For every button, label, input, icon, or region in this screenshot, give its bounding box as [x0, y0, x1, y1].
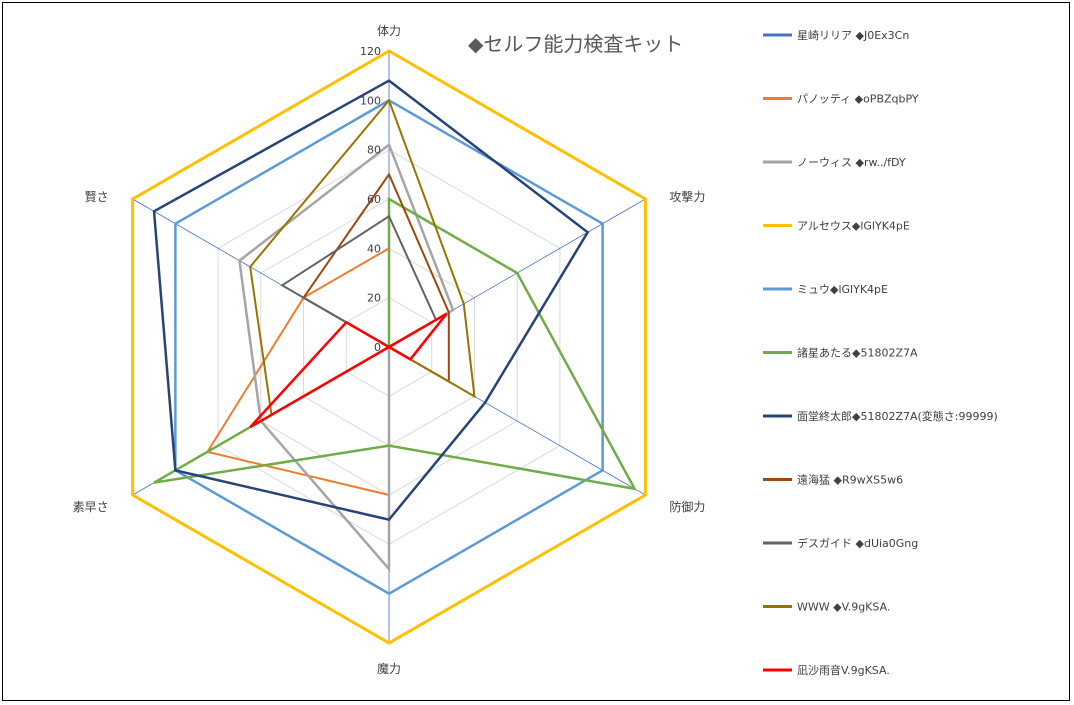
legend-entry: アルセウス◆lGlYK4pE: [797, 220, 910, 233]
tick-label: 120: [360, 45, 381, 58]
legend-entry: デスガイド ◆dUia0Gng: [797, 536, 918, 550]
legend-entry: ノーウィス ◆rw../fDY: [797, 156, 906, 169]
series-line: [174, 98, 604, 596]
series-line: [152, 79, 590, 522]
radar-series: [131, 49, 647, 645]
legend-entry: 遠海猛 ◆R9wXS5w6: [797, 473, 903, 487]
axis-label: 素早さ: [73, 500, 109, 514]
chart-title: ◆セルフ能力検査キット: [468, 32, 683, 56]
legend-entry: パノッティ ◆oPBZqbPY: [797, 93, 919, 106]
series-line: [249, 312, 448, 429]
axis-label: 攻撃力: [669, 189, 705, 204]
legend-entry: ミュウ◆lGlYK4pE: [797, 283, 888, 296]
legend: 星崎リリア ◆J0Ex3Cn パノッティ ◆oPBZqbPY ノーウィス ◆rw..…: [763, 28, 998, 677]
axis-label: 賢さ: [85, 190, 109, 204]
tick-label: 60: [367, 193, 381, 206]
tick-label: 0: [374, 341, 381, 354]
tick-label: 20: [367, 292, 381, 305]
tick-label: 40: [367, 242, 381, 255]
series-line: [205, 246, 390, 497]
tick-label: 80: [367, 144, 381, 157]
series-line: [280, 214, 438, 349]
axis-label: 魔力: [377, 661, 401, 676]
legend-entry: 諸星あたる◆51802Z7A: [797, 346, 918, 360]
series-line: [249, 98, 476, 417]
series-line: [238, 142, 455, 573]
tick-label: 100: [360, 94, 381, 107]
series-line: [131, 49, 647, 645]
axis-label: 防御力: [669, 499, 705, 514]
legend-entry: 星崎リリア ◆J0Ex3Cn: [797, 28, 909, 42]
axis-label: 体力: [377, 24, 401, 38]
legend-entry: WWW ◆V.9gKSA.: [797, 601, 890, 614]
legend-entry: 凪沙雨音V.9gKSA.: [797, 663, 890, 677]
radial-tick-labels: 0 20 40 60 80 100 120: [360, 45, 381, 354]
legend-entry: 面堂終太郎◆51802Z7A(変態さ:99999): [797, 409, 998, 423]
